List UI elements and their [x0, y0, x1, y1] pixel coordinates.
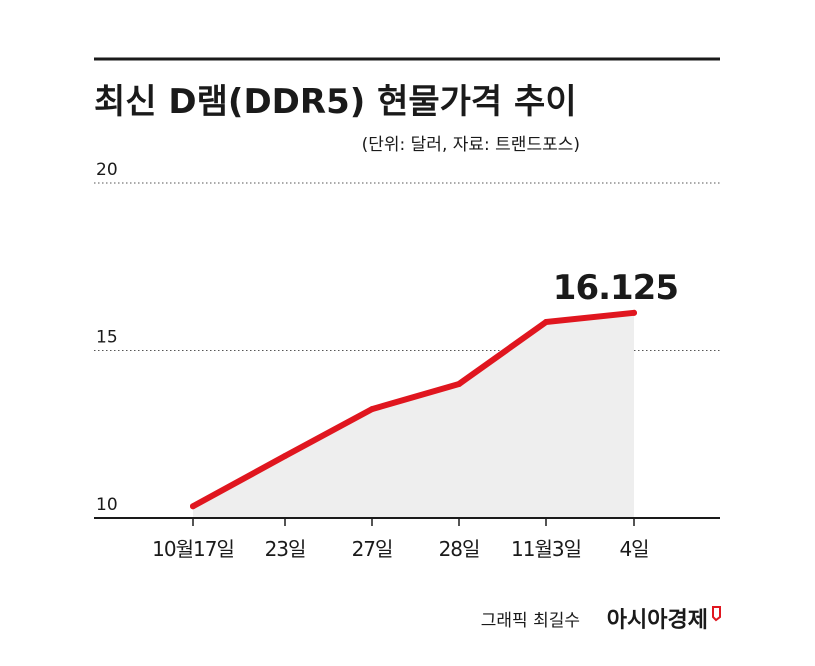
last-value-label: 16.125 — [553, 268, 678, 308]
series-area — [193, 312, 634, 518]
unit-note: (단위: 달러, 자료: 트랜드포스) — [362, 135, 580, 155]
x-tick-label: 23일 — [265, 537, 306, 561]
series-line — [190, 309, 637, 510]
y-tick-label: 15 — [96, 328, 118, 348]
x-tick-label: 11월3일 — [511, 537, 581, 561]
brand-mark-icon — [712, 606, 721, 622]
data-point — [369, 406, 375, 413]
data-point — [543, 319, 549, 326]
x-tick-label: 28일 — [439, 537, 480, 561]
data-point — [282, 453, 288, 460]
x-tick-label: 27일 — [352, 537, 393, 561]
brand-logo: 아시아경제 — [607, 608, 708, 633]
data-point — [456, 381, 462, 387]
x-tick-label: 4일 — [619, 537, 648, 561]
graphic-credit: 그래픽 최길수 — [481, 611, 580, 631]
series-layer — [190, 309, 637, 518]
x-axis — [94, 517, 720, 526]
x-tick-label: 10월17일 — [152, 537, 234, 561]
y-tick-label: 20 — [96, 160, 118, 180]
y-tick-label: 10 — [96, 495, 118, 515]
grid-layer: 10 15 20 — [94, 160, 720, 515]
chart-title: 최신 D램(DDR5) 현물가격 추이 — [94, 82, 577, 122]
data-point — [190, 503, 196, 510]
data-point — [631, 309, 637, 316]
label-layer: 10월17일 23일 27일 28일 11월3일 4일 16.125 — [152, 268, 679, 561]
